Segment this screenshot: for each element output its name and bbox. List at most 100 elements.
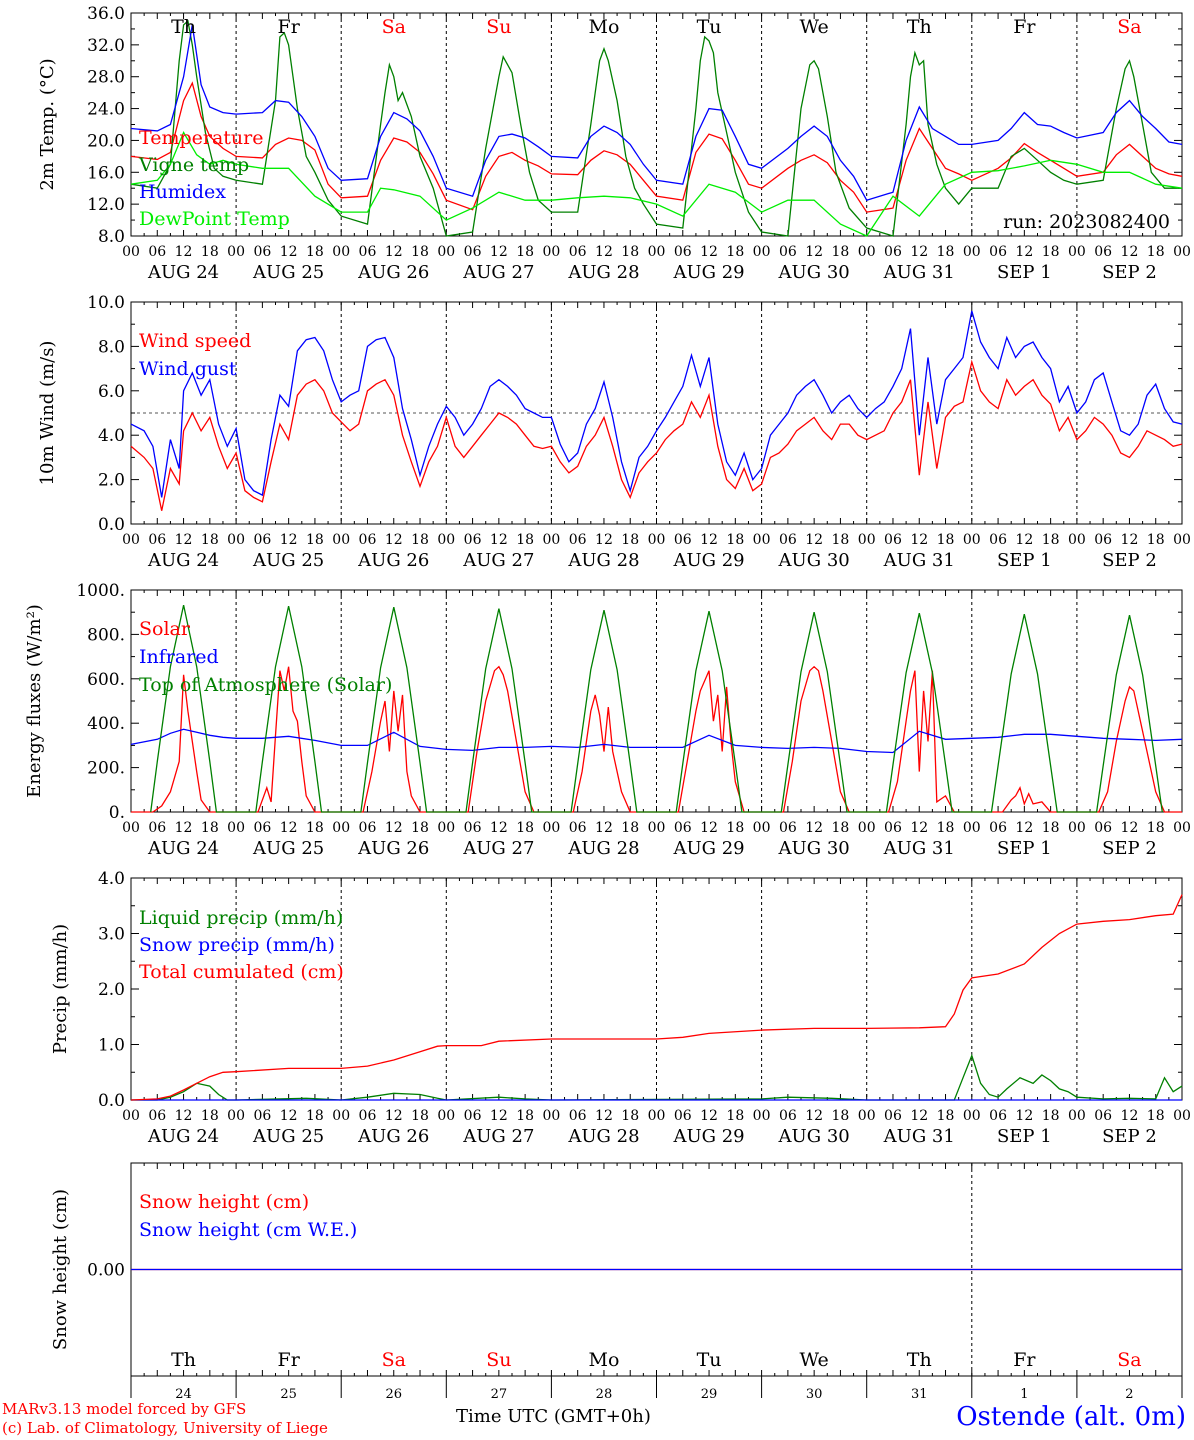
hour-tick-label: 06 xyxy=(884,1108,902,1124)
y-tick-label: 4.0 xyxy=(98,426,125,446)
y-tick-label: 6.0 xyxy=(98,382,125,402)
hour-tick-label: 18 xyxy=(1147,244,1165,260)
hour-tick-label: 18 xyxy=(411,244,429,260)
hour-tick-label: 12 xyxy=(595,820,613,836)
date-label: AUG 31 xyxy=(883,262,955,283)
hour-tick-label: 00 xyxy=(1173,532,1191,548)
hour-tick-label: 12 xyxy=(175,532,193,548)
y-tick-label: 0.0 xyxy=(98,515,125,535)
date-label: AUG 25 xyxy=(252,550,324,571)
y-tick-label: 4.0 xyxy=(98,869,125,889)
hour-tick-label: 00 xyxy=(753,1108,771,1124)
hour-tick-label: 06 xyxy=(989,532,1007,548)
day-name-bottom: We xyxy=(800,1349,829,1371)
date-label: AUG 26 xyxy=(357,262,429,283)
hour-tick-label: 06 xyxy=(779,820,797,836)
legend-entry: Solar xyxy=(139,618,191,640)
hour-tick-label: 06 xyxy=(148,820,166,836)
date-label: AUG 26 xyxy=(357,838,429,859)
hour-tick-label: 18 xyxy=(516,1108,534,1124)
hour-tick-label: 12 xyxy=(385,1108,403,1124)
legend-entry: Humidex xyxy=(139,181,226,203)
legend-entry: Wind gust xyxy=(139,358,237,380)
hour-tick-label: 12 xyxy=(280,820,298,836)
hour-tick-label: 06 xyxy=(569,1108,587,1124)
hour-tick-label: 00 xyxy=(1173,1108,1191,1124)
hour-tick-label: 00 xyxy=(648,244,666,260)
legend-entry: Liquid precip (mm/h) xyxy=(139,907,343,929)
hour-tick-label: 06 xyxy=(1094,244,1112,260)
date-label: AUG 28 xyxy=(567,550,639,571)
hour-tick-label: 00 xyxy=(437,244,455,260)
date-label: AUG 28 xyxy=(567,838,639,859)
date-label: AUG 24 xyxy=(147,1126,219,1147)
hour-tick-label: 00 xyxy=(1068,820,1086,836)
hour-tick-label: 18 xyxy=(832,1108,850,1124)
legend-entry: Total cumulated (cm) xyxy=(139,961,344,983)
hour-tick-label: 00 xyxy=(858,1108,876,1124)
hour-tick-label: 12 xyxy=(490,820,508,836)
y-tick-label: 8.0 xyxy=(98,337,125,357)
y-tick-label: 3.0 xyxy=(98,925,125,945)
day-number: 29 xyxy=(701,1387,718,1402)
day-name-bottom: Sa xyxy=(1117,1349,1141,1371)
day-name-bottom: Sa xyxy=(382,1349,406,1371)
hour-tick-label: 12 xyxy=(490,532,508,548)
hour-tick-label: 18 xyxy=(306,820,324,836)
y-tick-label: 28.0 xyxy=(87,68,125,88)
hour-tick-label: 06 xyxy=(253,532,271,548)
hour-tick-label: 00 xyxy=(542,532,560,548)
day-name-bottom: Th xyxy=(907,1349,932,1371)
date-label: AUG 25 xyxy=(252,838,324,859)
station-name: Ostende (alt. 0m) xyxy=(956,1402,1186,1432)
legend-entry: Snow height (cm W.E.) xyxy=(139,1219,357,1241)
hour-tick-label: 00 xyxy=(227,244,245,260)
hour-tick-label: 00 xyxy=(332,820,350,836)
hour-tick-label: 06 xyxy=(779,1108,797,1124)
hour-tick-label: 06 xyxy=(674,1108,692,1124)
hour-tick-label: 00 xyxy=(437,532,455,548)
day-number: 1 xyxy=(1020,1387,1028,1402)
date-label: SEP 1 xyxy=(997,550,1052,571)
y-tick-label: 1000. xyxy=(76,581,125,601)
hour-tick-label: 12 xyxy=(700,244,718,260)
hour-tick-label: 06 xyxy=(674,820,692,836)
y-tick-label: 600. xyxy=(87,670,125,690)
hour-tick-label: 06 xyxy=(1094,532,1112,548)
y-tick-label: 400. xyxy=(87,714,125,734)
date-label: SEP 1 xyxy=(997,262,1052,283)
hour-tick-label: 06 xyxy=(989,1108,1007,1124)
hour-tick-label: 00 xyxy=(227,532,245,548)
hour-tick-label: 12 xyxy=(385,532,403,548)
hour-tick-label: 12 xyxy=(385,244,403,260)
hour-tick-label: 06 xyxy=(359,244,377,260)
day-name: Sa xyxy=(382,16,406,38)
panel-2: 10m Wind (m/s) xyxy=(37,301,1183,525)
hour-tick-label: 12 xyxy=(595,244,613,260)
hour-tick-label: 18 xyxy=(937,820,955,836)
hour-tick-label: 12 xyxy=(1015,244,1033,260)
hour-tick-label: 06 xyxy=(464,820,482,836)
y-tick-label: 1.0 xyxy=(98,1036,125,1056)
hour-tick-label: 18 xyxy=(621,820,639,836)
lab-credit: (c) Lab. of Climatology, University of L… xyxy=(2,1419,328,1437)
hour-tick-label: 06 xyxy=(1094,1108,1112,1124)
hour-tick-label: 06 xyxy=(148,532,166,548)
legend-entry: Infrared xyxy=(139,646,219,668)
hour-tick-label: 12 xyxy=(910,1108,928,1124)
date-label: AUG 27 xyxy=(462,262,534,283)
hour-tick-label: 12 xyxy=(910,244,928,260)
hour-tick-label: 18 xyxy=(832,532,850,548)
series-line xyxy=(130,24,1183,201)
legend-entry: Temperature xyxy=(139,127,263,149)
hour-tick-label: 12 xyxy=(385,820,403,836)
day-name-bottom: Su xyxy=(486,1349,511,1371)
hour-tick-label: 12 xyxy=(700,532,718,548)
hour-tick-label: 12 xyxy=(490,244,508,260)
day-name-bottom: Th xyxy=(171,1349,196,1371)
time-axis-label: Time UTC (GMT+0h) xyxy=(456,1406,651,1427)
hour-tick-label: 12 xyxy=(1015,1108,1033,1124)
y-tick-label: 0.0 xyxy=(98,1091,125,1111)
date-label: AUG 24 xyxy=(147,262,219,283)
